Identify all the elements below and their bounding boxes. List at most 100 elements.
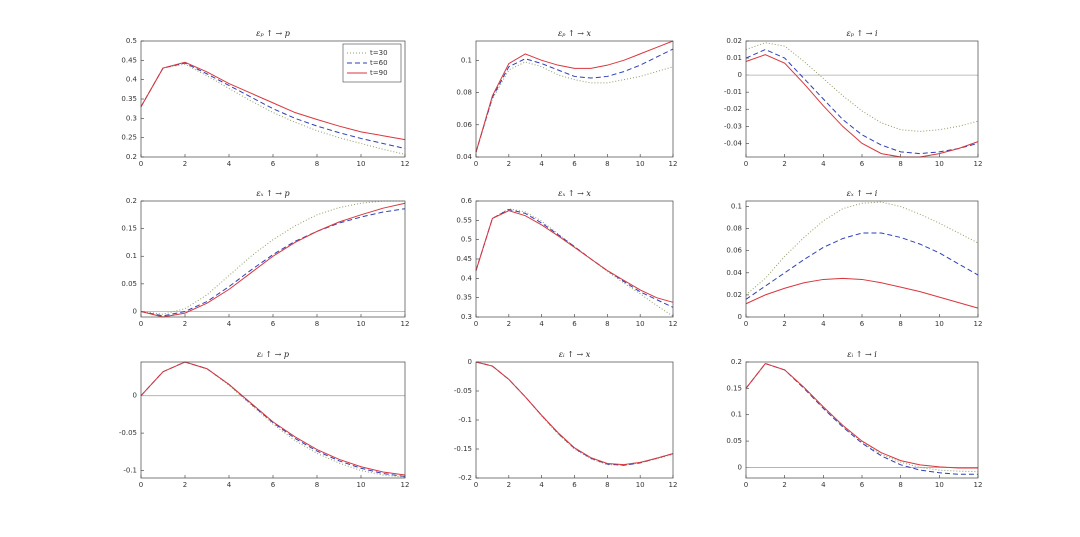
x-tick-label: 12	[401, 320, 410, 328]
x-tick-label: 4	[227, 320, 232, 328]
plot-area	[141, 201, 405, 317]
x-tick-label: 4	[821, 481, 826, 489]
legend-box	[342, 43, 402, 83]
axes-box	[140, 40, 406, 158]
legend-label: t=60	[370, 59, 388, 67]
axes-box	[745, 200, 979, 318]
x-tick-label: 8	[315, 320, 319, 328]
y-tick-label: 0.04	[456, 153, 472, 161]
y-tick-label: 0.01	[726, 54, 742, 62]
y-tick-label: 0.45	[121, 56, 137, 64]
series-line	[475, 361, 674, 466]
y-tick-label: 0	[738, 71, 742, 79]
plot-area	[746, 201, 978, 317]
x-tick-label: 2	[507, 160, 511, 168]
series-line	[140, 202, 406, 318]
plot-area	[746, 41, 978, 157]
series-line	[140, 361, 406, 478]
x-tick-label: 10	[935, 481, 944, 489]
y-tick-label: 0.55	[456, 216, 472, 224]
x-tick-label: 4	[227, 481, 232, 489]
x-tick-label: 8	[315, 160, 319, 168]
x-tick-label: 8	[605, 481, 609, 489]
y-tick-label: 0.3	[461, 313, 472, 321]
y-tick-label: 0.08	[726, 225, 742, 233]
y-tick-label: -0.01	[724, 88, 742, 96]
y-tick-label: 0.5	[126, 37, 137, 45]
series-line	[140, 200, 405, 315]
x-tick-label: 4	[821, 320, 826, 328]
y-tick-label: 0.08	[456, 89, 472, 97]
y-tick-label: 0	[468, 358, 472, 366]
x-tick-label: 6	[860, 160, 865, 168]
y-tick-label: 0.05	[121, 280, 137, 288]
axes-box	[475, 40, 674, 158]
y-tick-label: 0.5	[461, 236, 472, 244]
y-tick-label: 0.04	[726, 269, 742, 277]
y-tick-label: -0.05	[119, 429, 137, 437]
series-line	[140, 63, 406, 155]
plot-area	[476, 362, 673, 478]
x-tick-label: 12	[974, 481, 983, 489]
chart-title: εₚ ↑ → x	[558, 29, 592, 38]
y-tick-label: -0.15	[454, 445, 472, 453]
y-tick-label: 0.1	[461, 56, 472, 64]
y-tick-label: 0.25	[121, 134, 137, 142]
y-tick-label: 0.4	[461, 274, 473, 282]
y-tick-label: -0.03	[724, 122, 742, 130]
series-line	[745, 201, 979, 296]
x-tick-label: 4	[539, 160, 544, 168]
chart-title: εₓ ↑ → p	[256, 189, 289, 198]
series-line	[475, 208, 674, 308]
y-tick-label: 0.02	[726, 37, 742, 45]
x-tick-label: 8	[898, 481, 902, 489]
x-tick-label: 0	[139, 481, 143, 489]
y-tick-label: -0.1	[458, 416, 472, 424]
y-tick-label: -0.05	[454, 387, 472, 395]
y-tick-label: -0.02	[724, 105, 742, 113]
x-tick-label: 2	[507, 481, 511, 489]
x-tick-label: 6	[860, 320, 865, 328]
x-tick-label: 10	[636, 481, 645, 489]
x-tick-label: 12	[669, 320, 678, 328]
series-line	[745, 277, 979, 309]
plot-area	[476, 201, 673, 317]
y-tick-label: 0	[133, 307, 137, 315]
y-tick-label: 0.1	[731, 411, 742, 419]
x-tick-label: 4	[539, 320, 544, 328]
y-tick-label: 0.2	[126, 153, 137, 161]
axes-box	[475, 200, 674, 318]
axes-box	[140, 200, 406, 318]
x-tick-label: 4	[539, 481, 544, 489]
x-tick-label: 10	[357, 320, 366, 328]
chart-title: εₚ ↑ → p	[256, 29, 290, 38]
series-line	[745, 48, 979, 155]
x-tick-label: 10	[357, 160, 366, 168]
y-tick-label: 0.15	[121, 225, 137, 233]
x-tick-label: 6	[271, 160, 276, 168]
chart-title: εₓ ↑ → x	[558, 189, 591, 198]
x-tick-label: 12	[669, 481, 678, 489]
x-tick-label: 10	[636, 320, 645, 328]
x-tick-label: 0	[744, 481, 748, 489]
x-tick-label: 12	[974, 320, 983, 328]
x-tick-label: 2	[183, 481, 187, 489]
y-tick-label: -0.1	[123, 467, 137, 475]
chart-title: εᵢ ↑ → x	[559, 350, 591, 359]
y-tick-label: 0.02	[726, 291, 742, 299]
y-tick-label: 0	[133, 392, 137, 400]
series-line	[475, 210, 674, 303]
y-tick-label: 0	[738, 463, 742, 471]
x-tick-label: 4	[227, 160, 232, 168]
y-tick-label: 0	[738, 313, 742, 321]
x-tick-label: 6	[271, 481, 276, 489]
legend-label: t=30	[370, 49, 388, 57]
x-tick-label: 10	[357, 481, 366, 489]
axes-box	[745, 40, 979, 158]
plot-area	[141, 362, 405, 478]
x-tick-label: 8	[315, 481, 319, 489]
series-line	[475, 48, 674, 153]
plot-area	[746, 362, 978, 478]
chart-title: εₚ ↑ → i	[846, 29, 878, 38]
